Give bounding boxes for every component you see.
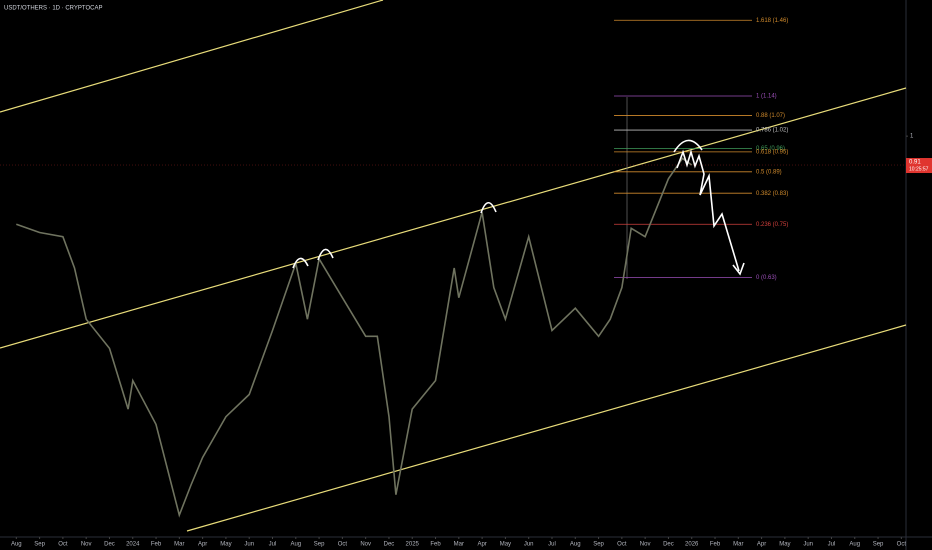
fib-label: 0 (0.63) <box>756 275 777 281</box>
fib-label: 0.786 (1.02) <box>756 128 788 134</box>
x-tick-label: Aug <box>570 542 581 548</box>
fib-label: 0.65 (0.96) <box>756 146 785 152</box>
x-tick-label: Jul <box>828 542 836 548</box>
forecast-path <box>676 149 740 272</box>
x-tick-label: 2026 <box>685 542 699 548</box>
x-tick-label: Jun <box>524 542 534 548</box>
x-tick-label: Dec <box>104 542 115 548</box>
last-price-label: 0.91 <box>909 160 921 166</box>
arc <box>480 201 497 214</box>
y-tick-label: 1 <box>910 134 914 140</box>
x-tick-label: Apr <box>477 542 486 548</box>
x-tick-label: Dec <box>663 542 674 548</box>
channel-middle <box>0 87 907 349</box>
fib-label: 0.5 (0.89) <box>756 169 782 175</box>
x-tick-label: Feb <box>430 542 441 548</box>
fib-label: 0.382 (0.83) <box>756 191 788 197</box>
arc <box>673 139 703 153</box>
fib-label: 0.236 (0.75) <box>756 222 788 228</box>
x-tick-label: Sep <box>873 542 884 548</box>
x-tick-label: May <box>779 542 790 548</box>
plot: Aug Sep Oct Nov Dec 2024 Feb Mar Apr May Jun Jul Aug… <box>0 18 932 548</box>
x-tick-label: Mar <box>174 542 184 548</box>
chart-title: USDT/OTHERS · 1D · CRYPTOCAP <box>4 6 102 12</box>
x-tick-label: Nov <box>640 542 651 548</box>
price-line <box>16 157 693 518</box>
fib-label: 0.618 (0.95) <box>756 149 788 155</box>
x-tick-label: Apr <box>757 542 766 548</box>
x-tick-label: Oct <box>338 542 348 548</box>
channel-bottom <box>186 324 907 532</box>
fib-label: 1 (1.14) <box>756 94 777 100</box>
arc <box>292 257 309 269</box>
arrow-head <box>732 262 745 276</box>
x-tick-label: Sep <box>593 542 604 548</box>
x-tick-label: Feb <box>710 542 721 548</box>
x-tick-label: May <box>220 542 231 548</box>
arc <box>317 248 334 261</box>
channel-top <box>0 0 384 113</box>
x-tick-label: Mar <box>454 542 464 548</box>
x-tick-label: Jul <box>269 542 277 548</box>
x-tick-label: 2024 <box>126 542 140 548</box>
x-tick-label: Sep <box>34 542 45 548</box>
x-tick-label: Aug <box>11 542 22 548</box>
x-tick-label: Nov <box>81 542 92 548</box>
x-tick-label: Aug <box>849 542 860 548</box>
x-tick-label: Oct <box>617 542 627 548</box>
x-tick-label: Dec <box>384 542 395 548</box>
x-tick-label: Feb <box>151 542 162 548</box>
countdown-label: 10:25:57 <box>909 166 929 172</box>
last-price-box <box>906 158 932 174</box>
x-tick-label: Apr <box>198 542 207 548</box>
x-tick-label: Oct <box>58 542 68 548</box>
x-tick-label: Jul <box>548 542 556 548</box>
fib-label: 1.618 (1.46) <box>756 18 788 24</box>
x-tick-label: Sep <box>314 542 325 548</box>
fib-label: 0.88 (1.07) <box>756 113 785 119</box>
x-tick-label: Jun <box>244 542 254 548</box>
x-tick-label: May <box>500 542 511 548</box>
x-tick-label: Oct <box>897 542 907 548</box>
x-tick-label: 2025 <box>406 542 420 548</box>
channel <box>0 0 907 532</box>
x-tick-label: Nov <box>360 542 371 548</box>
x-tick-label: Jun <box>803 542 813 548</box>
annotations <box>292 139 745 276</box>
x-tick-label: Aug <box>290 542 301 548</box>
x-tick-label: Mar <box>733 542 743 548</box>
